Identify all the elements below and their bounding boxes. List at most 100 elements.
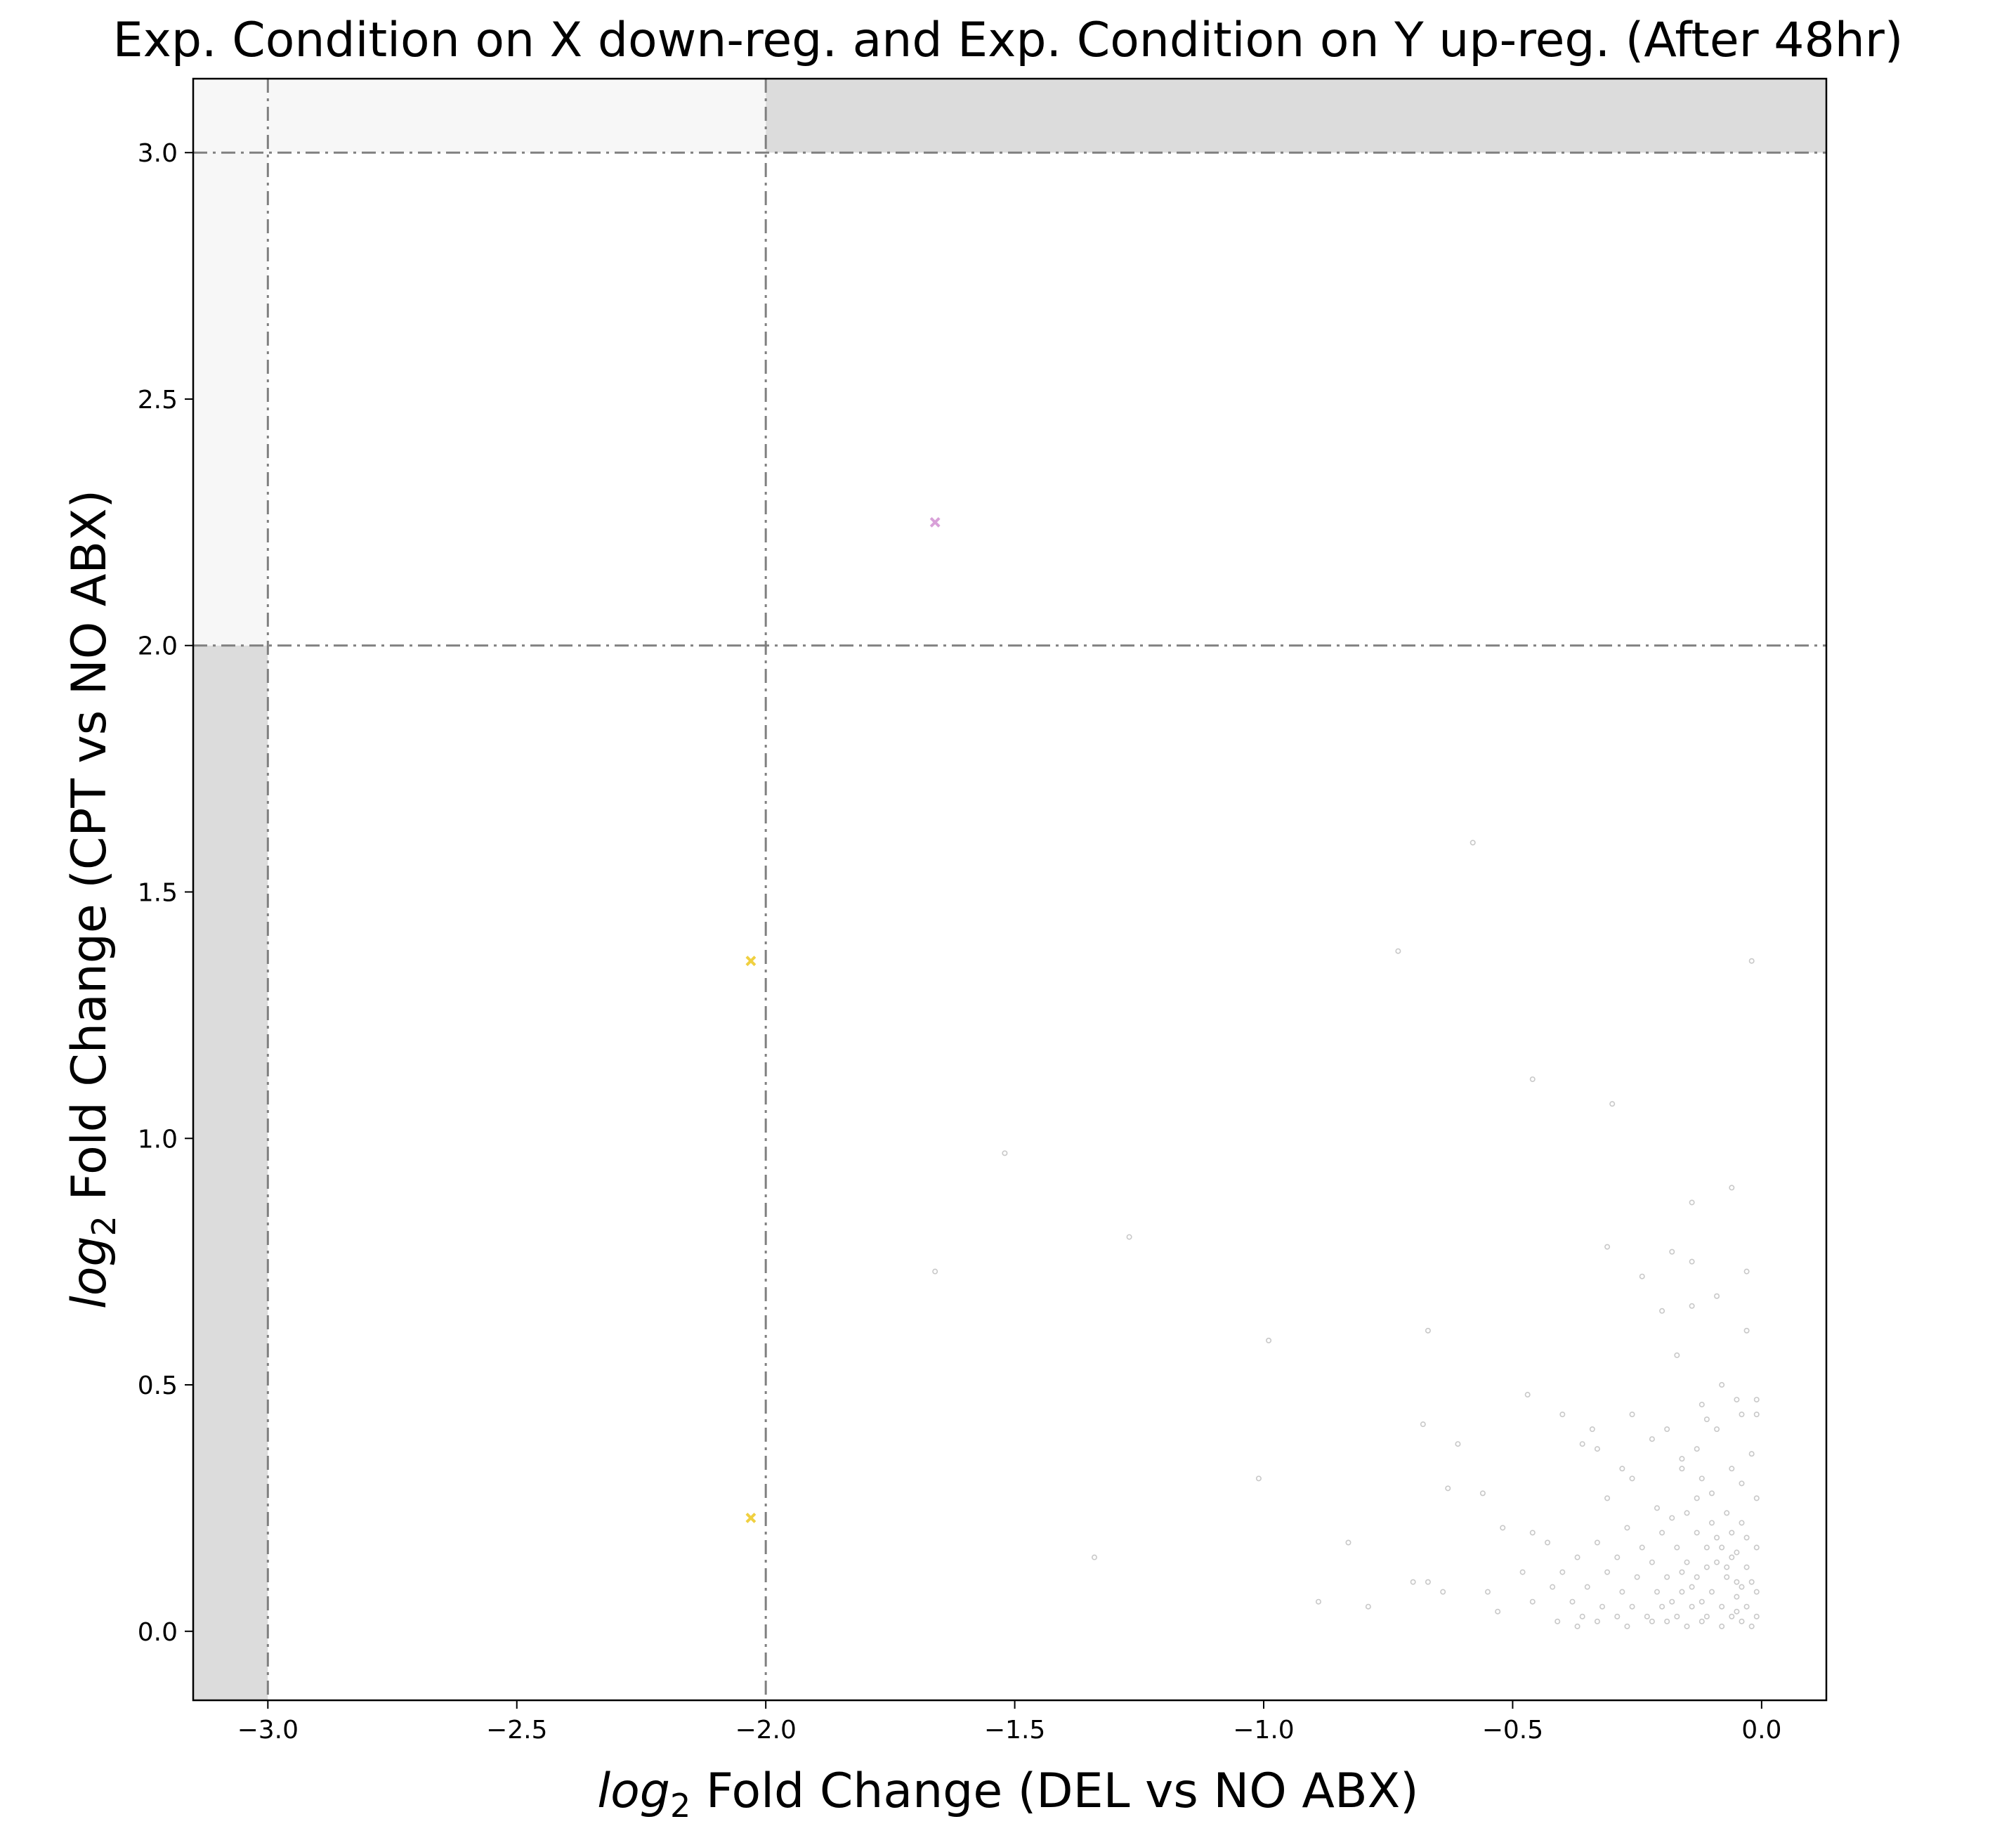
data-point: [1734, 1549, 1740, 1556]
y-tick-label: 2.5: [138, 386, 178, 415]
x-axis-label-sub: 2: [670, 1787, 690, 1825]
y-tick-label: 1.0: [138, 1125, 178, 1154]
data-point: [1739, 1584, 1745, 1590]
data-point: [1753, 1495, 1760, 1501]
data-point: [1550, 1584, 1556, 1590]
highlight-point: [745, 1513, 757, 1523]
data-point: [1708, 1589, 1715, 1595]
data-point: [1255, 1475, 1262, 1482]
y-tick-label: 2.0: [138, 632, 178, 661]
data-point: [1674, 1544, 1680, 1551]
data-point: [1420, 1421, 1426, 1428]
data-point: [1092, 1554, 1098, 1560]
data-point: [1739, 1618, 1745, 1624]
data-point: [1674, 1613, 1680, 1619]
data-point: [1629, 1603, 1635, 1610]
data-point: [1674, 1352, 1680, 1358]
data-point: [1604, 1495, 1611, 1501]
data-point: [1684, 1623, 1690, 1629]
data-point: [1703, 1416, 1710, 1423]
data-point: [1753, 1589, 1760, 1595]
data-point: [1365, 1603, 1371, 1610]
chart-title: Exp. Condition on X down-reg. and Exp. C…: [113, 13, 1904, 68]
data-point: [1664, 1426, 1670, 1433]
data-point: [1559, 1412, 1566, 1418]
data-point: [1519, 1569, 1526, 1575]
data-point: [1669, 1249, 1675, 1255]
data-point: [1724, 1574, 1730, 1580]
data-point: [1554, 1618, 1561, 1624]
data-point: [1649, 1559, 1655, 1565]
y-axis-label: log2 Fold Change (CPT vs NO ABX): [62, 490, 123, 1309]
highlight-point: [745, 956, 757, 967]
data-point: [1619, 1589, 1625, 1595]
data-point: [1574, 1623, 1580, 1629]
data-point: [1639, 1544, 1645, 1551]
shaded-region-2: [193, 79, 268, 646]
data-point: [1579, 1613, 1585, 1619]
x-tick-label: 0.0: [1741, 1716, 1781, 1745]
data-point: [1500, 1525, 1506, 1531]
data-point: [1624, 1623, 1630, 1629]
data-point: [1729, 1613, 1735, 1619]
data-point: [1002, 1150, 1008, 1156]
data-point: [1689, 1303, 1695, 1309]
data-point: [1689, 1584, 1695, 1590]
data-point: [1654, 1505, 1660, 1511]
data-point: [1609, 1101, 1616, 1107]
data-point: [1729, 1185, 1735, 1191]
data-point: [1395, 948, 1401, 954]
x-tick-label: −0.5: [1482, 1716, 1543, 1745]
plot-area: −3.0 −2.5 −2.0 −1.5 −1.0 −0.5 0.0 0.0 0.5 1.0 1.5 2…: [138, 77, 1828, 1745]
data-point: [1529, 1076, 1536, 1083]
data-point: [1719, 1623, 1725, 1629]
shaded-region-1: [766, 79, 1826, 153]
data-point: [1748, 1579, 1755, 1585]
data-point: [1694, 1446, 1700, 1452]
data-point: [1614, 1554, 1621, 1560]
x-tick-label: −3.0: [237, 1716, 299, 1745]
data-point: [1495, 1608, 1501, 1615]
data-point: [1425, 1327, 1431, 1334]
data-point: [1315, 1598, 1321, 1605]
data-point: [1644, 1613, 1650, 1619]
data-point: [1629, 1475, 1635, 1482]
data-point: [1689, 1258, 1695, 1265]
data-point: [1484, 1589, 1491, 1595]
data-point: [1729, 1530, 1735, 1536]
data-point: [1689, 1603, 1695, 1610]
data-point: [1753, 1613, 1760, 1619]
data-point: [1669, 1515, 1675, 1521]
data-point: [1470, 840, 1476, 846]
data-point: [1689, 1199, 1695, 1206]
data-point: [1698, 1402, 1705, 1408]
data-point: [1694, 1530, 1700, 1536]
data-point: [1619, 1466, 1625, 1472]
data-point: [1698, 1475, 1705, 1482]
data-point: [1703, 1564, 1710, 1570]
data-point: [1574, 1554, 1580, 1560]
data-point: [1714, 1293, 1720, 1299]
data-point: [1719, 1382, 1725, 1388]
data-point: [1604, 1244, 1611, 1250]
data-point: [1629, 1412, 1635, 1418]
data-point: [1698, 1598, 1705, 1605]
data-point: [1743, 1564, 1750, 1570]
x-tick-label: −2.5: [486, 1716, 547, 1745]
data-point: [1559, 1569, 1566, 1575]
data-point: [932, 1268, 938, 1275]
data-point: [1524, 1392, 1531, 1398]
y-axis-label-sub: 2: [85, 1215, 123, 1236]
data-point: [1266, 1337, 1272, 1343]
data-point: [1684, 1559, 1690, 1565]
data-point: [1659, 1308, 1665, 1314]
data-point: [1714, 1534, 1720, 1541]
data-point: [1659, 1530, 1665, 1536]
data-point: [1649, 1618, 1655, 1624]
data-point: [1739, 1480, 1745, 1487]
data-point: [1698, 1618, 1705, 1624]
data-point: [1604, 1569, 1611, 1575]
x-axis-label-text: Fold Change (DEL vs NO ABX): [690, 1764, 1418, 1819]
data-point: [1410, 1579, 1416, 1585]
data-point: [1445, 1485, 1451, 1492]
